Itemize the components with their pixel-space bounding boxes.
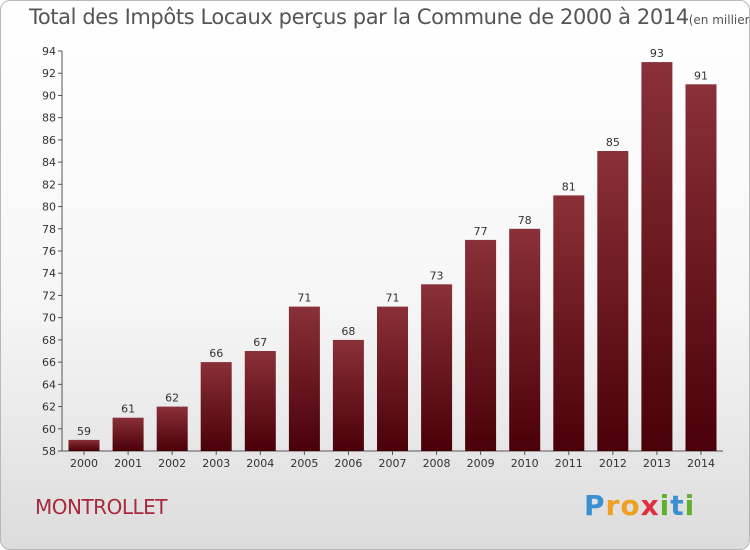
- y-tick-label: 64: [42, 378, 56, 391]
- x-tick-label-2002: 2002: [158, 457, 186, 470]
- bar-2006: [332, 339, 364, 451]
- logo-letter: o: [620, 489, 641, 522]
- y-tick-label: 86: [42, 134, 56, 147]
- x-tick-label-2006: 2006: [334, 457, 362, 470]
- y-tick-label: 82: [42, 178, 56, 191]
- logo-letter: i: [659, 489, 671, 522]
- chart-title: Total des Impôts Locaux perçus par la Co…: [29, 5, 750, 29]
- bar-2009: [465, 239, 497, 451]
- bar-2007: [377, 306, 408, 451]
- bar-2002: [156, 406, 188, 451]
- y-tick-label: 72: [42, 289, 56, 302]
- chart-title-text: Total des Impôts Locaux perçus par la Co…: [29, 5, 689, 29]
- logo-letter: t: [670, 489, 685, 522]
- data-label-2011: 81: [562, 180, 576, 193]
- x-tick-label-2009: 2009: [467, 457, 495, 470]
- data-label-2006: 68: [341, 325, 355, 338]
- data-label-2007: 71: [386, 292, 400, 305]
- data-label-2008: 73: [430, 269, 444, 282]
- bar-2000: [68, 439, 100, 451]
- bar-2005: [288, 306, 320, 451]
- data-label-2004: 67: [253, 336, 267, 349]
- data-label-2012: 85: [606, 136, 620, 149]
- y-tick-label: 78: [42, 223, 56, 236]
- y-tick-label: 84: [42, 156, 56, 169]
- x-tick-label-2010: 2010: [511, 457, 539, 470]
- data-label-2003: 66: [209, 347, 223, 360]
- x-tick-label-2011: 2011: [555, 457, 583, 470]
- x-tick-label-2014: 2014: [687, 457, 715, 470]
- y-tick-label: 88: [42, 112, 56, 125]
- y-tick-label: 58: [42, 445, 56, 458]
- data-label-2000: 59: [77, 425, 91, 438]
- x-tick-label-2007: 2007: [379, 457, 407, 470]
- y-tick-label: 76: [42, 245, 56, 258]
- x-tick-label-2013: 2013: [643, 457, 671, 470]
- y-tick-label: 62: [42, 401, 56, 414]
- y-tick-label: 70: [42, 312, 56, 325]
- logo-letter: i: [684, 489, 696, 522]
- proxiti-logo: Proxiti: [584, 489, 695, 522]
- y-tick-label: 80: [42, 201, 56, 214]
- data-label-2005: 71: [297, 292, 311, 305]
- bar-2013: [641, 62, 673, 451]
- bar-2001: [112, 417, 144, 451]
- y-tick-label: 68: [42, 334, 56, 347]
- bar-2012: [597, 151, 629, 451]
- y-tick-label: 90: [42, 89, 56, 102]
- bar-2011: [553, 195, 585, 451]
- x-tick-label-2001: 2001: [114, 457, 142, 470]
- data-label-2014: 91: [694, 69, 708, 82]
- logo-letter: P: [584, 489, 606, 522]
- logo-letter: r: [605, 489, 621, 522]
- data-label-2001: 61: [121, 403, 135, 416]
- y-tick-label: 94: [42, 45, 56, 58]
- y-tick-label: 60: [42, 423, 56, 436]
- data-label-2002: 62: [165, 392, 179, 405]
- data-label-2010: 78: [518, 214, 532, 227]
- data-label-2009: 77: [474, 225, 488, 238]
- x-tick-label-2003: 2003: [202, 457, 230, 470]
- commune-name: MONTROLLET: [35, 495, 167, 519]
- chart-unit-note: (en milliers d'€): [688, 13, 750, 27]
- x-tick-label-2008: 2008: [423, 457, 451, 470]
- bar-2003: [200, 362, 232, 451]
- x-tick-label-2005: 2005: [290, 457, 318, 470]
- x-tick-label-2012: 2012: [599, 457, 627, 470]
- bar-2004: [244, 351, 276, 451]
- data-label-2013: 93: [650, 47, 664, 60]
- x-tick-label-2004: 2004: [246, 457, 274, 470]
- bar-2014: [685, 84, 717, 452]
- y-tick-label: 92: [42, 67, 56, 80]
- y-tick-label: 74: [42, 267, 56, 280]
- logo-letter: x: [640, 489, 660, 522]
- bar-2008: [421, 284, 453, 451]
- bar-2010: [509, 228, 541, 451]
- y-tick-label: 66: [42, 356, 56, 369]
- x-tick-label-2000: 2000: [70, 457, 98, 470]
